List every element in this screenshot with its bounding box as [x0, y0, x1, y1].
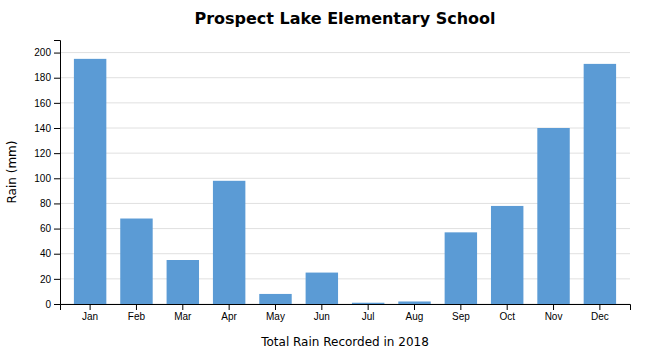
- x-tick-label: Jan: [82, 311, 98, 322]
- bar: [491, 206, 523, 304]
- x-tick: Feb: [128, 304, 146, 322]
- x-tick-mark: [507, 304, 508, 310]
- y-tick-label: 100: [34, 173, 51, 184]
- x-tick-mark: [414, 304, 415, 310]
- y-tick: 160: [34, 98, 60, 109]
- x-tick-label: Jul: [362, 311, 375, 322]
- x-tick-mark: [553, 304, 554, 310]
- y-tick-label: 20: [40, 274, 52, 285]
- x-tick: Mar: [174, 304, 192, 322]
- x-tick-label: Feb: [128, 311, 146, 322]
- x-tick: May: [266, 304, 285, 322]
- x-tick-mark: [90, 304, 91, 310]
- grid: [60, 53, 630, 304]
- x-tick-label: Apr: [221, 311, 237, 322]
- x-tick: Sep: [452, 304, 470, 322]
- x-tick: Jun: [314, 304, 330, 322]
- grid-line: [60, 77, 630, 78]
- x-tick-mark: [599, 304, 600, 310]
- x-tick: Oct: [499, 304, 515, 322]
- y-tick-mark: [54, 254, 60, 255]
- title: Prospect Lake Elementary School: [194, 9, 495, 28]
- x-tick: Jul: [362, 304, 375, 322]
- y-tick-mark: [54, 279, 60, 280]
- x-tick: Aug: [406, 304, 424, 322]
- bar: [398, 301, 430, 304]
- y-tick-mark: [54, 229, 60, 230]
- y-tick: 120: [34, 148, 60, 159]
- x-tick-mark: [460, 304, 461, 310]
- y-axis: 0 20 40 60 80 100 120 140 160 180 200: [34, 41, 60, 310]
- y-tick-mark: [54, 78, 60, 79]
- y-tick-label: 80: [40, 198, 52, 209]
- plot: Jan Feb Mar Apr May Jun Jul Aug Sep Oct Nov Dec 0 20 4…: [34, 41, 630, 323]
- y-tick-label: 140: [34, 123, 51, 134]
- y-tick-label: 0: [45, 299, 51, 310]
- bar: [213, 181, 245, 304]
- grid-line: [60, 52, 630, 53]
- y-tick-mark: [54, 153, 60, 154]
- grid-line: [60, 102, 630, 103]
- bar: [537, 128, 569, 304]
- bar: [167, 260, 199, 304]
- y-tick-label: 60: [40, 223, 52, 234]
- x-tick-label: Oct: [499, 311, 515, 322]
- bar: [445, 232, 477, 304]
- y-tick: 20: [40, 274, 60, 285]
- bars: [74, 59, 616, 304]
- y-tick-label: 40: [40, 248, 52, 259]
- x-axis: Jan Feb Mar Apr May Jun Jul Aug Sep Oct Nov Dec: [61, 304, 631, 322]
- x-tick-mark: [229, 304, 230, 310]
- y-tick-label: 120: [34, 148, 51, 159]
- x-tick-mark: [368, 304, 369, 310]
- y-tick-label: 180: [34, 72, 51, 83]
- y-tick: 200: [34, 47, 60, 58]
- x-tick-mark: [136, 304, 137, 310]
- bar: [352, 303, 384, 304]
- x-tick-label: Aug: [406, 311, 424, 322]
- y-tick: 60: [40, 223, 60, 234]
- y-tick-mark: [54, 103, 60, 104]
- x-tick-label: Dec: [591, 311, 609, 322]
- x-tick-mark: [321, 304, 322, 310]
- bar: [259, 294, 291, 304]
- bar: [120, 219, 152, 304]
- x-tick-label: Nov: [545, 311, 563, 322]
- y-tick-label: 200: [34, 47, 51, 58]
- chart: Jan Feb Mar Apr May Jun Jul Aug Sep Oct Nov Dec 0 20 4…: [0, 0, 650, 360]
- x-axis-title: Total Rain Recorded in 2018: [260, 335, 429, 349]
- x-tick-label: Sep: [452, 311, 470, 322]
- y-tick-mark: [54, 53, 60, 54]
- y-tick: 180: [34, 72, 60, 83]
- y-tick: 80: [40, 198, 60, 209]
- bar: [584, 64, 616, 304]
- x-tick-mark: [275, 304, 276, 310]
- x-tick-label: Mar: [174, 311, 192, 322]
- x-tick: Nov: [545, 304, 563, 322]
- x-tick: Dec: [591, 304, 609, 322]
- bar: [306, 273, 338, 304]
- y-tick: 40: [40, 248, 60, 259]
- y-tick-mark: [54, 128, 60, 129]
- y-tick: 140: [34, 123, 60, 134]
- y-tick-mark: [54, 178, 60, 179]
- y-tick: 100: [34, 173, 60, 184]
- y-axis-line: [54, 41, 61, 305]
- x-tick: Jan: [82, 304, 98, 322]
- y-tick-mark: [54, 203, 60, 204]
- x-tick-label: May: [266, 311, 285, 322]
- y-tick-mark: [54, 304, 60, 305]
- x-axis-line: [61, 305, 631, 311]
- y-axis-title: Rain (mm): [5, 141, 19, 204]
- bar: [74, 59, 106, 304]
- y-tick: 0: [45, 299, 60, 310]
- x-tick-label: Jun: [314, 311, 330, 322]
- y-tick-label: 160: [34, 98, 51, 109]
- x-tick-mark: [182, 304, 183, 310]
- x-tick: Apr: [221, 304, 237, 322]
